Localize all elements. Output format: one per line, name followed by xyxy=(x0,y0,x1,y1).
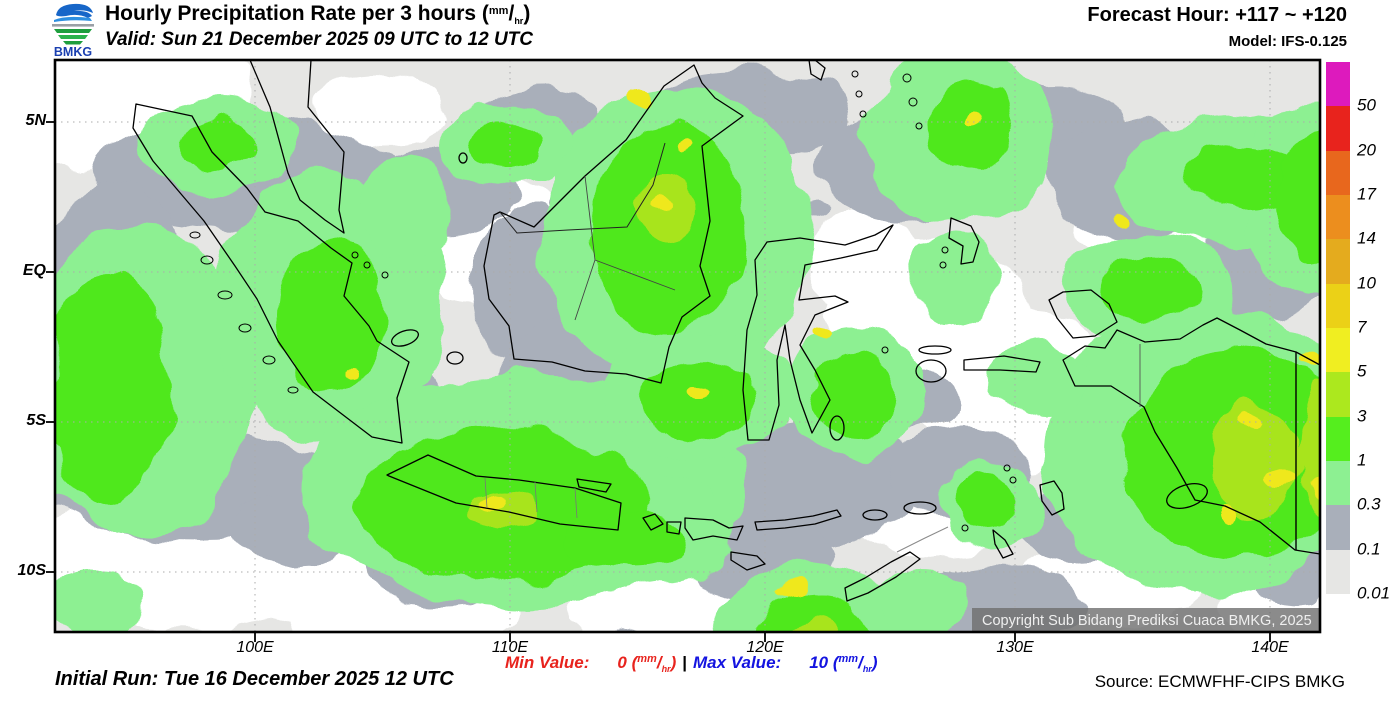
legend-label-17: 17 xyxy=(1357,184,1376,204)
coast-sumba xyxy=(730,551,766,571)
admin-borders xyxy=(484,142,1297,553)
coast-malay-peninsula xyxy=(249,60,345,234)
coast-halmahera xyxy=(948,217,980,265)
minmax-line: Min Value: 0 (mm/hr) | Max Value: 10 (mm/hr) xyxy=(505,653,877,674)
coast-natuna xyxy=(458,152,468,164)
bmkg-logo-text: BMKG xyxy=(54,45,92,58)
legend-band-3 xyxy=(1326,372,1350,417)
source-label: Source: ECMWFHF-CIPS BMKG xyxy=(1094,672,1345,691)
legend-label-50: 50 xyxy=(1357,95,1376,115)
legend-band-1 xyxy=(1326,416,1350,461)
coast-mindanao-tip xyxy=(808,60,826,81)
coast-sula xyxy=(918,345,952,355)
legend-band-0.01 xyxy=(1326,549,1350,594)
legend-label-3: 3 xyxy=(1357,406,1367,426)
coast-alor xyxy=(862,509,888,521)
lon-label-130E: 130E xyxy=(996,639,1034,656)
legend-band-0.3 xyxy=(1326,460,1350,506)
minmax-separator: | xyxy=(682,653,687,672)
legend-band-17 xyxy=(1326,150,1350,195)
coast-flores xyxy=(754,509,842,531)
lon-label-140E: 140E xyxy=(1251,639,1289,656)
valid-time-label: Valid: Sun 21 December 2025 09 UTC to 12… xyxy=(105,29,534,50)
coast-buton xyxy=(829,415,845,441)
initial-run-label: Initial Run: Tue 16 December 2025 12 UTC xyxy=(55,668,454,690)
unit-mm: mm xyxy=(488,5,509,17)
legend-label-14: 14 xyxy=(1357,228,1376,248)
coast-sulawesi xyxy=(742,224,894,441)
coast-madura xyxy=(576,478,612,493)
lat-label-5S: 5S xyxy=(26,412,46,429)
lat-label-5N: 5N xyxy=(25,112,46,129)
legend-label-0.1: 0.1 xyxy=(1357,539,1381,559)
coast-dolak xyxy=(1166,483,1208,509)
precipitation-map: Copyright Sub Bidang Prediksi Cuaca BMKG… xyxy=(46,58,1322,642)
lon-label-110E: 110E xyxy=(491,639,529,656)
legend-label-0.01: 0.01 xyxy=(1357,583,1391,603)
bmkg-logo-cloud-icon xyxy=(52,3,94,45)
bmkg-logo: BMKG xyxy=(52,3,94,58)
lon-label-120E: 120E xyxy=(746,639,784,656)
legend-band-14 xyxy=(1326,194,1350,240)
coast-buru xyxy=(915,359,947,383)
coast-seram xyxy=(963,355,1041,373)
coast-wetar xyxy=(903,501,937,515)
coast-papua-birdhead xyxy=(1048,289,1118,339)
legend-colorbar xyxy=(1326,62,1350,594)
legend-label-20: 20 xyxy=(1357,140,1376,160)
min-value-label: Min Value: 0 (mm/hr) xyxy=(505,653,677,674)
legend-band-5 xyxy=(1326,327,1350,373)
coast-small-islands xyxy=(189,70,1017,532)
legend-label-5: 5 xyxy=(1357,361,1367,381)
lon-label-100E: 100E xyxy=(236,639,274,656)
copyright-text: Copyright Sub Bidang Prediksi Cuaca BMKG… xyxy=(982,613,1312,629)
legend-label-10: 10 xyxy=(1357,273,1376,293)
precipitation-layers xyxy=(55,60,1320,632)
coastlines xyxy=(132,60,1320,602)
coast-belitung xyxy=(446,351,464,365)
coast-tanimbar xyxy=(992,529,1014,559)
max-value-label: Max Value: 10 (mm/hr) xyxy=(693,653,878,674)
graticule-gridlines xyxy=(55,60,1320,632)
map-border xyxy=(53,58,1322,634)
page-title: Hourly Precipitation Rate per 3 hours (m… xyxy=(105,2,531,26)
legend-band-7 xyxy=(1326,283,1350,328)
coast-sumatra xyxy=(132,103,410,444)
coast-aru xyxy=(1039,480,1065,516)
coast-lombok xyxy=(666,521,682,535)
forecast-hour-label: Forecast Hour: +117 ~ +120 xyxy=(1087,4,1347,26)
legend-band-50 xyxy=(1326,62,1350,107)
model-label: Model: IFS-0.125 xyxy=(1228,33,1347,50)
legend-label-0.3: 0.3 xyxy=(1357,494,1381,514)
legend-label-1: 1 xyxy=(1357,450,1367,470)
coast-papua xyxy=(1062,317,1320,555)
coast-java xyxy=(386,454,622,531)
legend-band-10 xyxy=(1326,239,1350,284)
legend-band-0.1 xyxy=(1326,505,1350,550)
lat-label-EQ: EQ xyxy=(22,262,46,279)
coast-bangka xyxy=(390,329,420,347)
legend-label-7: 7 xyxy=(1357,317,1367,337)
coast-bali xyxy=(642,513,664,531)
unit-hr: hr xyxy=(514,16,524,26)
lat-label-10S: 10S xyxy=(17,562,46,579)
axis-ticks xyxy=(46,121,1271,642)
legend-band-20 xyxy=(1326,106,1350,151)
coast-sumbawa xyxy=(684,517,744,541)
coast-timor xyxy=(844,551,921,602)
copyright-bar: Copyright Sub Bidang Prediksi Cuaca BMKG… xyxy=(972,608,1320,632)
